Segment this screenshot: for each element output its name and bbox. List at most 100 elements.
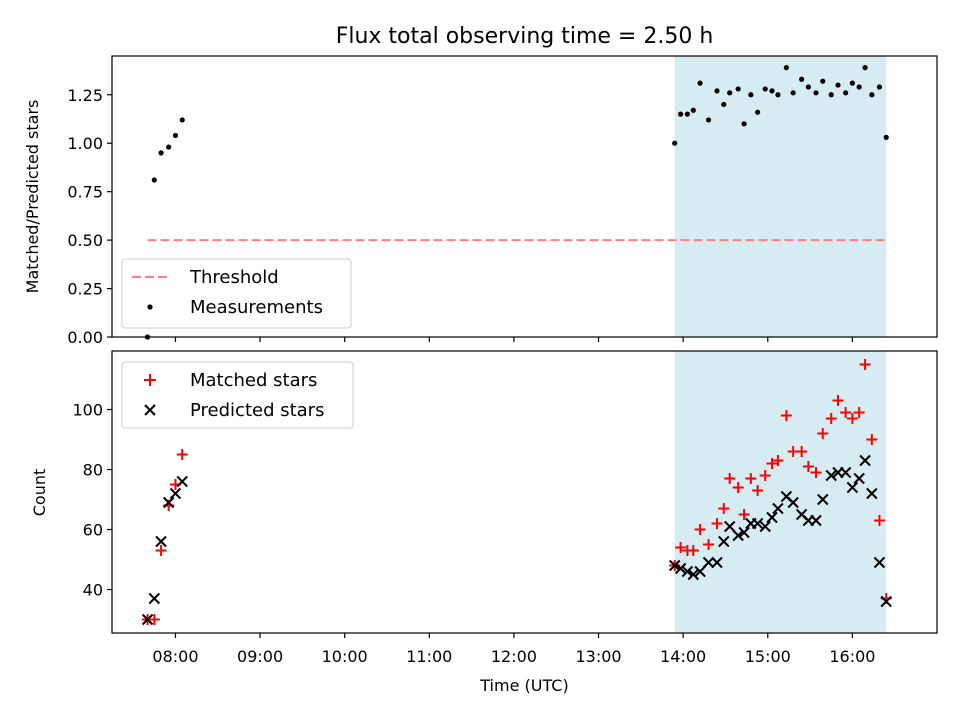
predicted-star-point bbox=[141, 613, 154, 626]
measurement-point bbox=[721, 101, 727, 108]
observing-window-span bbox=[674, 351, 887, 633]
predicted-star-point bbox=[766, 511, 778, 524]
legend-box bbox=[121, 258, 352, 329]
measurement-point bbox=[876, 84, 883, 90]
predicted-star-point bbox=[810, 514, 822, 527]
cross-b bbox=[711, 556, 723, 569]
y-tick-label: 40 bbox=[83, 581, 103, 600]
cross-b bbox=[866, 487, 878, 500]
matched-star-point bbox=[148, 614, 160, 625]
measurement-point bbox=[684, 111, 690, 117]
x-tick-label: 09:00 bbox=[237, 647, 283, 666]
predicted-star-point bbox=[674, 562, 687, 575]
cross-b bbox=[759, 520, 771, 533]
matched-star-point bbox=[675, 542, 687, 553]
cross-b bbox=[787, 496, 799, 509]
x-tick-label: 08:00 bbox=[152, 647, 198, 666]
measurement-point bbox=[172, 132, 179, 139]
matched-star-point bbox=[817, 428, 829, 439]
predicted-star-point bbox=[148, 592, 161, 605]
predicted-star-point bbox=[751, 517, 764, 530]
measurement-point bbox=[805, 84, 811, 90]
cross-b bbox=[702, 556, 715, 569]
cross-b bbox=[766, 511, 778, 524]
measurement-point bbox=[727, 90, 733, 96]
x-tick-label: 15:00 bbox=[745, 647, 791, 666]
x-tick-label: 14:00 bbox=[660, 647, 706, 666]
y-tick-label: 1.25 bbox=[67, 86, 103, 105]
matched-star-point bbox=[703, 539, 715, 550]
cross-b bbox=[873, 556, 886, 569]
matched-star-point bbox=[853, 407, 865, 418]
matched-star-point bbox=[711, 518, 723, 529]
measurement-point bbox=[835, 82, 841, 88]
x-tick-label: 13:00 bbox=[575, 647, 621, 666]
plot-frame bbox=[111, 350, 938, 634]
measurement-point bbox=[697, 80, 703, 86]
measurement-point bbox=[799, 76, 805, 82]
measurement-point bbox=[843, 90, 849, 96]
observing-window-span bbox=[674, 56, 887, 337]
y-axis-label-count: Count bbox=[30, 469, 49, 517]
x-axis-label: Time (UTC) bbox=[479, 676, 568, 695]
predicted-star-point bbox=[718, 535, 730, 548]
cross-b bbox=[846, 481, 859, 494]
predicted-star-point bbox=[176, 475, 188, 488]
measurement-point bbox=[714, 88, 720, 94]
x-tick-label: 16:00 bbox=[829, 647, 875, 666]
measurement-point bbox=[166, 144, 172, 150]
cross-b bbox=[738, 526, 750, 539]
legend-label: Matched stars bbox=[190, 370, 317, 391]
cross-b bbox=[880, 595, 892, 608]
predicted-star-point bbox=[839, 466, 852, 479]
matched-star-point bbox=[832, 395, 844, 406]
matched-star-point bbox=[810, 467, 822, 478]
predicted-star-point bbox=[702, 556, 715, 569]
matched-star-point bbox=[732, 482, 744, 493]
y-tick-label: 0.00 bbox=[67, 328, 103, 347]
measurement-point bbox=[849, 80, 855, 86]
cross-b bbox=[817, 493, 829, 506]
cross-b bbox=[162, 496, 175, 509]
legend-matched-swatch bbox=[144, 374, 156, 386]
count-panel: 40 60 80 100 08:00 09:00 10:00 11:00 12:00 13:00 1… bbox=[72, 350, 938, 666]
measurement-point bbox=[748, 92, 754, 98]
cross-b bbox=[839, 466, 852, 479]
measurement-point bbox=[158, 150, 164, 156]
y-tick-label: 0.25 bbox=[67, 280, 103, 299]
cross-b bbox=[723, 520, 736, 533]
predicted-star-point bbox=[162, 496, 175, 509]
y-tick-label: 80 bbox=[83, 461, 103, 480]
matched-star-point bbox=[155, 545, 167, 556]
x-tick-label: 12:00 bbox=[491, 647, 537, 666]
predicted-star-point bbox=[668, 559, 681, 572]
measurement-point bbox=[735, 86, 741, 92]
measurement-point bbox=[741, 121, 747, 127]
chart-title: Flux total observing time = 2.50 h bbox=[336, 24, 714, 49]
predicted-star-point bbox=[772, 502, 784, 515]
measurement-point bbox=[856, 84, 862, 90]
cross-b bbox=[732, 529, 744, 542]
matched-star-point bbox=[780, 410, 792, 421]
measurement-point bbox=[151, 177, 157, 183]
measurement-point bbox=[883, 134, 889, 140]
ratio-panel: 0.00 0.25 0.50 0.75 1.00 1.25 Threshold Measure… bbox=[67, 55, 938, 347]
x-tick-label: 10:00 bbox=[322, 647, 368, 666]
matched-star-point bbox=[796, 446, 808, 457]
y-tick-label: 0.75 bbox=[67, 183, 103, 202]
predicted-star-point bbox=[723, 520, 736, 533]
predicted-star-point bbox=[738, 526, 750, 539]
predicted-star-point bbox=[687, 568, 700, 581]
cross-b bbox=[751, 517, 764, 530]
measurement-point bbox=[862, 65, 868, 71]
measurement-point bbox=[705, 117, 712, 123]
legend-label: Predicted stars bbox=[190, 400, 324, 421]
cross-b bbox=[694, 565, 706, 578]
predicted-star-point bbox=[732, 529, 744, 542]
matched-star-point bbox=[759, 470, 771, 481]
cross-b bbox=[772, 502, 784, 515]
measurement-point bbox=[820, 78, 826, 84]
matched-star-point bbox=[825, 413, 837, 424]
measurement-point bbox=[179, 117, 185, 123]
cross-b bbox=[155, 535, 167, 548]
